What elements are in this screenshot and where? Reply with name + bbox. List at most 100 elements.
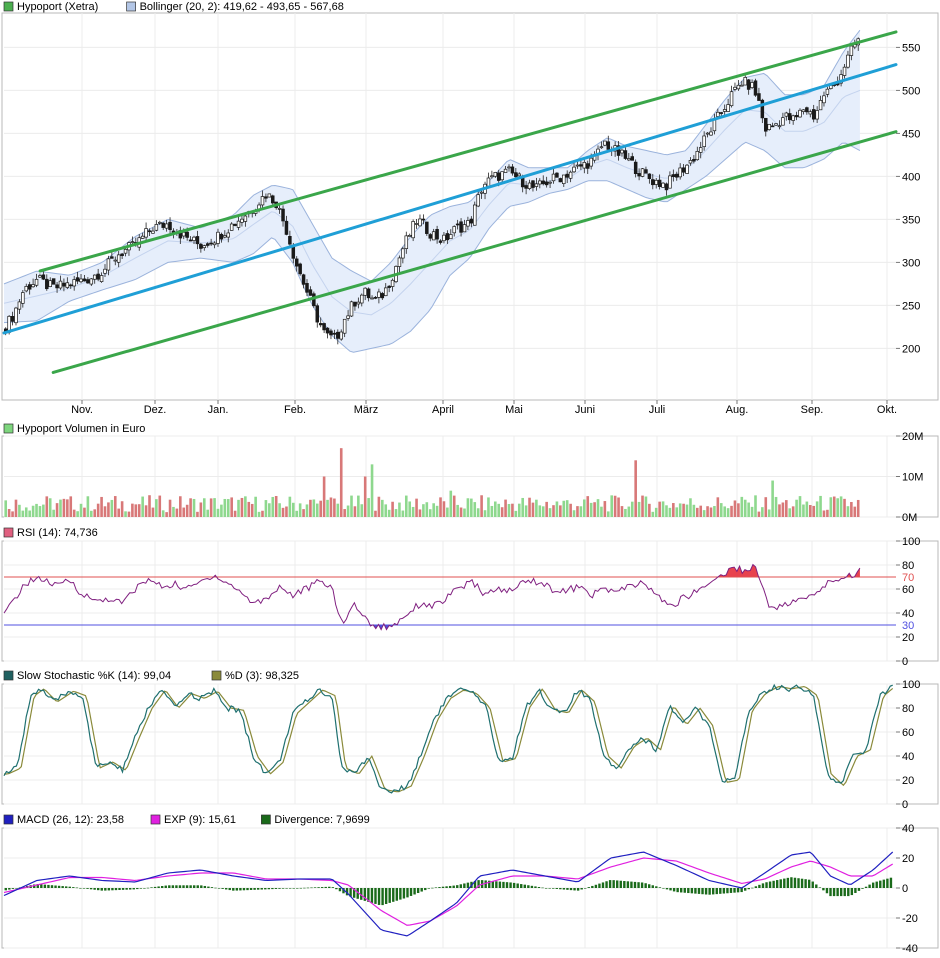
divergence-bar: [804, 879, 807, 888]
divergence-bar: [47, 884, 50, 888]
divergence-bar: [4, 888, 7, 891]
candle-body: [801, 109, 806, 112]
candle-body: [188, 239, 193, 242]
volume-bar: [620, 506, 624, 517]
divergence-bar: [495, 881, 498, 888]
volume-bar: [778, 504, 781, 517]
volume-bar: [391, 501, 394, 517]
candle-body: [418, 218, 422, 227]
volume-bar: [514, 510, 518, 517]
volume-bar: [497, 503, 501, 517]
divergence-bar: [758, 884, 761, 888]
divergence-bar: [246, 888, 249, 891]
divergence-bar: [278, 888, 281, 889]
volume-bar: [384, 504, 388, 517]
divergence-bar: [342, 888, 345, 894]
volume-bar: [565, 500, 569, 517]
candle-body: [401, 248, 405, 259]
divergence-bar: [587, 887, 590, 888]
volume-bar: [648, 503, 651, 517]
divergence-bar: [473, 880, 477, 888]
volume-bar: [764, 497, 768, 517]
stoch-legend-label-1: %D (3): 98,325: [225, 670, 299, 682]
volume-bar: [747, 502, 750, 517]
candle-body: [544, 181, 549, 186]
divergence-bar: [719, 888, 722, 894]
volume-bar: [161, 510, 165, 517]
candle-body: [48, 280, 52, 287]
volume-bar: [151, 507, 155, 517]
divergence-bar: [86, 888, 89, 889]
price-tick-label-6: 500: [902, 85, 920, 97]
candle-body: [633, 161, 638, 174]
stoch-legend-swatch-1: [211, 670, 222, 681]
volume-bar: [295, 510, 299, 517]
candle-body: [205, 243, 210, 246]
price-tick-label-2: 300: [902, 257, 920, 269]
volume-bar: [292, 502, 295, 517]
candle-body: [764, 117, 768, 132]
divergence-bar: [562, 888, 566, 890]
candle-body: [726, 104, 730, 112]
candle-body: [99, 275, 104, 282]
divergence-bar: [434, 887, 438, 889]
divergence-bar: [832, 888, 836, 897]
divergence-bar: [768, 881, 772, 888]
candle-body: [267, 193, 272, 198]
divergence-bar: [168, 885, 171, 888]
candle-body: [236, 220, 241, 228]
candle-body: [787, 113, 792, 121]
candle-body: [322, 323, 326, 331]
volume-bar: [726, 508, 730, 517]
volume-bar: [244, 496, 247, 517]
candle-body: [339, 331, 343, 340]
divergence-bar: [591, 885, 594, 888]
divergence-bar: [726, 888, 729, 894]
volume-bar: [706, 506, 709, 517]
volume-bar: [692, 504, 696, 517]
volume-bar: [689, 498, 692, 517]
divergence-bar: [89, 888, 93, 890]
candle-body: [301, 274, 306, 285]
divergence-bar: [793, 877, 797, 888]
rsi-band-label-70: 70: [902, 572, 914, 584]
candle-body: [551, 173, 556, 182]
candle-body: [565, 173, 569, 178]
divergence-bar: [68, 886, 71, 888]
price-legend-swatch-0: [3, 1, 14, 12]
volume-bar: [206, 509, 210, 517]
candle-body: [284, 220, 289, 235]
volume-tick-label-0: 0M: [902, 512, 917, 524]
volume-bar: [487, 497, 490, 517]
divergence-bar: [740, 888, 743, 893]
candle-body: [69, 284, 73, 287]
volume-bar: [702, 510, 706, 517]
volume-bar: [685, 504, 689, 517]
candle-body: [579, 164, 583, 167]
candle-body: [411, 221, 415, 239]
candle-body: [21, 292, 25, 304]
divergence-bar: [836, 888, 839, 897]
candle-body: [849, 45, 854, 56]
volume-bar: [302, 509, 305, 517]
macd-tick-label-2: 0: [902, 883, 908, 895]
divergence-bar: [292, 888, 295, 889]
volume-bar: [480, 495, 483, 517]
rsi-tick-label-4: 80: [902, 560, 914, 572]
volume-bar: [600, 506, 603, 517]
volume-bar: [4, 500, 8, 517]
volume-bar: [435, 505, 439, 517]
candle-body: [722, 109, 727, 112]
candle-body: [294, 258, 299, 267]
volume-bar: [35, 503, 38, 517]
divergence-bar: [644, 883, 647, 888]
divergence-bar: [349, 888, 352, 897]
volume-bar: [767, 509, 771, 517]
rsi-tick-label-0: 0: [902, 656, 908, 668]
candle-body: [784, 112, 789, 117]
volume-bar: [165, 512, 168, 517]
volume-bar: [264, 500, 268, 517]
divergence-bar: [847, 888, 850, 897]
divergence-bar: [736, 888, 740, 893]
divergence-bar: [104, 888, 107, 891]
